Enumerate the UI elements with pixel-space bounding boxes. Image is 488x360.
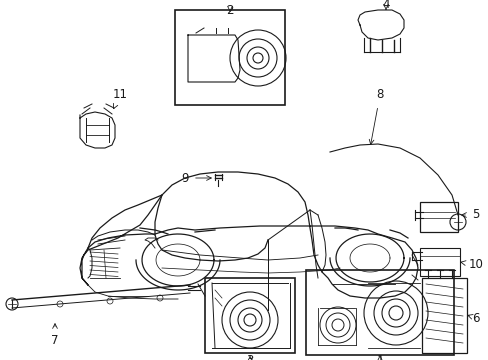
Bar (421, 278, 466, 353)
Bar (305, 270, 453, 355)
Text: 1: 1 (375, 354, 383, 360)
Text: 6: 6 (467, 311, 479, 324)
Bar (419, 248, 459, 276)
Text: 7: 7 (51, 324, 59, 346)
Bar (419, 202, 457, 232)
Text: 8: 8 (368, 89, 383, 144)
Text: 5: 5 (461, 208, 479, 221)
Text: 3: 3 (246, 354, 253, 360)
Text: 9: 9 (181, 171, 211, 184)
Bar (204, 278, 294, 353)
Text: 2: 2 (226, 4, 233, 17)
Bar (175, 10, 285, 105)
Text: 11: 11 (112, 89, 127, 109)
Text: 10: 10 (460, 258, 483, 271)
Text: 4: 4 (382, 0, 389, 12)
